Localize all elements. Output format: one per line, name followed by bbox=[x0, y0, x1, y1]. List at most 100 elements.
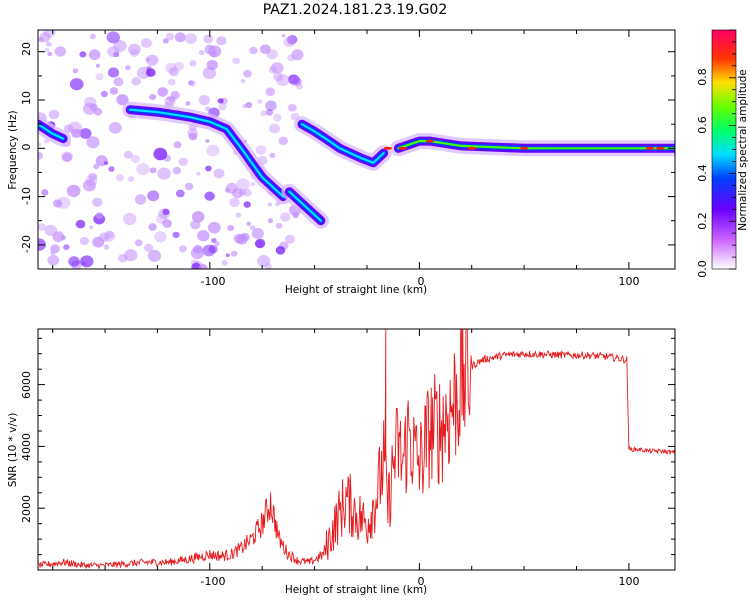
noise-blob bbox=[50, 251, 56, 256]
noise-blob bbox=[129, 49, 139, 58]
snr-ytick-label: 4000 bbox=[20, 433, 33, 461]
noise-blob bbox=[198, 95, 210, 106]
noise-blob bbox=[154, 231, 167, 243]
noise-blob bbox=[235, 212, 242, 218]
heatmap-y-axis-label: Frequency (Hz) bbox=[7, 110, 19, 189]
noise-blob bbox=[95, 63, 100, 68]
noise-blob bbox=[146, 68, 156, 77]
noise-blob bbox=[68, 121, 82, 134]
snr-frame bbox=[37, 328, 676, 571]
noise-blob bbox=[127, 176, 135, 182]
noise-blob bbox=[280, 212, 291, 222]
noise-blob bbox=[103, 244, 110, 250]
noise-blob bbox=[269, 123, 281, 134]
noise-blob bbox=[229, 197, 240, 208]
noise-blob bbox=[232, 57, 240, 65]
noise-blob bbox=[225, 253, 230, 258]
hot-spot bbox=[383, 146, 392, 150]
snr-panel: -100 0 100 2000 4000 6000 Height of stra… bbox=[7, 328, 676, 596]
noise-blob bbox=[86, 136, 100, 149]
heatmap-ytick-label: -10 bbox=[20, 187, 33, 205]
hot-spot bbox=[656, 146, 665, 150]
noise-blob bbox=[198, 264, 208, 269]
noise-blob bbox=[103, 161, 109, 166]
noise-blob bbox=[265, 100, 277, 111]
noise-blob bbox=[79, 128, 92, 139]
snr-xtick-label: 100 bbox=[619, 575, 640, 588]
noise-blob bbox=[203, 34, 214, 44]
noise-blob bbox=[109, 87, 119, 95]
noise-blob bbox=[93, 108, 103, 116]
snr-line bbox=[38, 329, 675, 570]
noise-blob bbox=[257, 99, 263, 104]
snr-x-axis-label: Height of straight line (km) bbox=[285, 584, 427, 596]
noise-blob bbox=[47, 254, 60, 266]
noise-blob bbox=[88, 49, 101, 60]
noise-blob bbox=[41, 189, 49, 196]
noise-blob bbox=[178, 157, 188, 166]
noise-blob bbox=[140, 38, 152, 48]
noise-blob bbox=[82, 102, 97, 115]
ridge-core bbox=[300, 123, 385, 164]
noise-blob bbox=[134, 239, 143, 247]
noise-blob bbox=[79, 51, 87, 58]
noise-blob bbox=[227, 224, 235, 232]
noise-blob bbox=[103, 231, 115, 242]
noise-blob bbox=[172, 231, 180, 239]
noise-blob bbox=[47, 51, 53, 57]
noise-blob bbox=[240, 79, 246, 84]
noise-blob bbox=[50, 244, 60, 254]
chart-title: PAZ1.2024.181.23.19.G02 bbox=[263, 2, 448, 18]
noise-blob bbox=[157, 167, 171, 180]
noise-blob bbox=[291, 49, 304, 61]
noise-blob bbox=[52, 231, 65, 243]
noise-blob bbox=[283, 36, 295, 48]
noise-blob bbox=[145, 57, 151, 62]
noise-blob bbox=[269, 152, 276, 159]
noise-blob bbox=[125, 65, 131, 71]
ridge-core bbox=[129, 108, 285, 198]
noise-blob bbox=[260, 110, 267, 117]
noise-blob bbox=[105, 230, 115, 239]
heatmap-layer bbox=[38, 30, 675, 269]
noise-blob bbox=[210, 51, 217, 58]
noise-blob bbox=[108, 166, 115, 172]
noise-blob bbox=[257, 255, 271, 267]
noise-blob bbox=[214, 241, 220, 247]
noise-blob bbox=[289, 75, 301, 86]
noise-blob bbox=[38, 223, 47, 231]
noise-blob bbox=[95, 212, 104, 220]
noise-blob bbox=[236, 178, 250, 191]
noise-blob bbox=[216, 36, 227, 46]
noise-blob bbox=[93, 163, 100, 170]
noise-blob bbox=[273, 72, 284, 82]
noise-blob bbox=[189, 80, 196, 87]
noise-blob bbox=[156, 213, 168, 224]
noise-blob bbox=[288, 103, 297, 112]
noise-blob bbox=[288, 74, 300, 85]
noise-blob bbox=[79, 236, 90, 246]
noise-blob bbox=[267, 202, 273, 207]
noise-blob bbox=[88, 172, 98, 181]
noise-blob bbox=[218, 103, 227, 111]
noise-blob bbox=[89, 33, 96, 40]
heatmap-ytick-label: 0 bbox=[20, 144, 33, 151]
noise-blob bbox=[115, 173, 124, 182]
noise-blob bbox=[143, 243, 154, 252]
colorbar-tick-label: 0.8 bbox=[696, 68, 709, 86]
snr-xtick-label: -100 bbox=[201, 575, 226, 588]
noise-blob bbox=[185, 101, 191, 106]
noise-blob bbox=[107, 46, 120, 57]
noise-blob bbox=[255, 145, 267, 156]
noise-blob bbox=[38, 142, 42, 147]
noise-blob bbox=[128, 43, 141, 56]
noise-blob bbox=[273, 113, 282, 122]
colorbar-ticks bbox=[729, 29, 736, 270]
noise-blob bbox=[167, 78, 176, 86]
noise-blob bbox=[198, 50, 205, 56]
noise-blob bbox=[295, 83, 303, 90]
noise-blob bbox=[175, 189, 185, 198]
noise-blob bbox=[146, 54, 159, 66]
noise-blob bbox=[265, 109, 274, 116]
